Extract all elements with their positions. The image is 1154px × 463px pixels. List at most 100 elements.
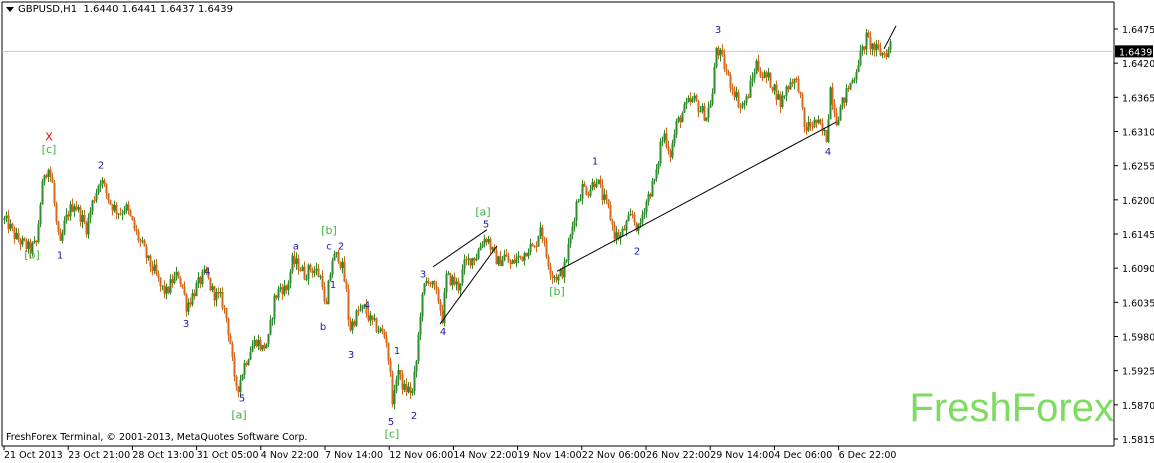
candle (201, 269, 204, 288)
candle (113, 200, 116, 213)
candle (185, 292, 188, 317)
candle (79, 205, 82, 227)
candle (543, 236, 546, 247)
candle (581, 179, 584, 205)
candle (701, 103, 704, 114)
candle (153, 259, 156, 274)
candle (71, 198, 74, 213)
candle (323, 281, 326, 305)
candle (501, 256, 504, 267)
candle (877, 40, 880, 51)
candle (489, 237, 492, 254)
candle (851, 78, 854, 84)
candle (749, 75, 752, 99)
candle (723, 49, 726, 72)
candle (127, 200, 130, 215)
x-tick-label: 26 Nov 22:00 (646, 450, 710, 461)
candle (299, 267, 302, 272)
candle (31, 241, 34, 257)
candle (637, 223, 640, 235)
candle (863, 46, 866, 55)
final-wave (883, 25, 897, 50)
candle (49, 166, 52, 183)
candle (197, 272, 200, 288)
candle (827, 114, 830, 143)
candle (415, 360, 418, 378)
candle (359, 303, 362, 312)
candle (23, 237, 26, 242)
candle (423, 283, 426, 296)
x-tick-label: 29 Nov 14:00 (710, 450, 774, 461)
chart-frame (1, 1, 1115, 447)
wave-label: [b] (24, 249, 40, 262)
candle (53, 180, 56, 207)
candle (435, 281, 438, 294)
candle (117, 213, 120, 220)
candle (625, 219, 628, 237)
candle (597, 179, 600, 185)
candle (311, 267, 314, 278)
candle (739, 103, 742, 114)
candle (707, 101, 710, 123)
candle (717, 45, 720, 60)
candle (389, 357, 392, 377)
candle (281, 283, 284, 300)
candle (455, 277, 458, 291)
candle (661, 136, 664, 147)
candle (349, 316, 352, 332)
candle (485, 237, 488, 246)
candle (831, 82, 834, 110)
candle (289, 269, 292, 289)
candle (777, 90, 780, 100)
candle (257, 334, 260, 351)
candle (643, 208, 646, 219)
candle (487, 235, 490, 245)
candle (35, 240, 38, 247)
candle (671, 139, 674, 160)
candle (823, 127, 826, 136)
chart-header: GBPUSD,H1 1.6440 1.6441 1.6437 1.6439 (6, 4, 233, 15)
candle (351, 318, 354, 334)
candle (171, 273, 174, 288)
wave-label: X (45, 131, 53, 144)
candle (601, 178, 604, 205)
candle (451, 274, 454, 290)
x-tick-label: 31 Oct 05:00 (197, 450, 259, 461)
candle (167, 286, 170, 295)
trendlines-layer (432, 25, 897, 325)
candle (787, 85, 790, 93)
candle (225, 307, 228, 323)
candle (605, 189, 608, 205)
candle (293, 250, 296, 268)
candle (227, 317, 230, 342)
candle (109, 199, 112, 206)
candle (341, 258, 344, 274)
candle (237, 386, 240, 398)
candle (721, 44, 724, 57)
candle (159, 277, 162, 292)
candle (335, 252, 338, 258)
symbol-menu-icon[interactable] (6, 6, 14, 12)
candle (731, 83, 734, 96)
candle (7, 210, 10, 234)
candle (505, 249, 508, 257)
candle (189, 297, 192, 308)
candle (173, 271, 176, 285)
candle (145, 243, 148, 264)
candle (405, 378, 408, 397)
candle (769, 72, 772, 88)
candle (215, 288, 218, 307)
candle (177, 271, 180, 279)
candle (317, 264, 320, 278)
candle (783, 95, 786, 100)
candle (187, 298, 190, 316)
candle (599, 175, 602, 188)
candle (369, 311, 372, 326)
candle (37, 220, 40, 244)
candle (83, 209, 86, 225)
candle (651, 178, 654, 197)
x-tick-label: 28 Oct 13:00 (132, 450, 194, 461)
candle (273, 293, 276, 325)
candle (193, 289, 196, 300)
